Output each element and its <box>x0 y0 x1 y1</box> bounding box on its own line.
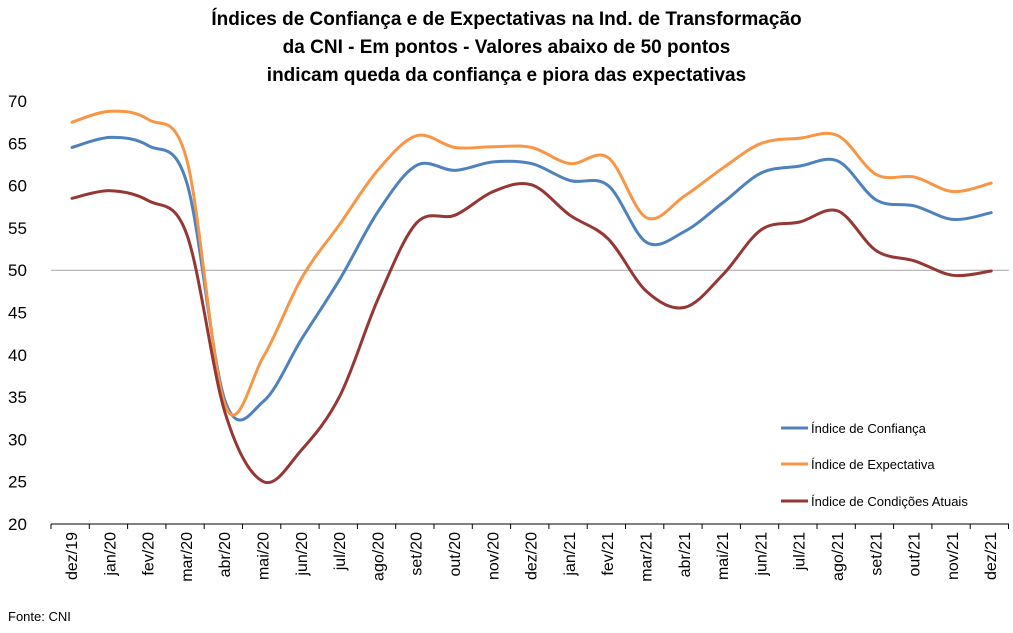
x-axis: dez/19 jan/20 fev/20 mar/20 abr/20 mai/20 jun/… <box>50 524 1009 582</box>
legend: Índice de Confiança Índice de Expectativa… <box>781 421 968 509</box>
x-tick-label: set/20 <box>409 532 426 576</box>
y-tick-label: 60 <box>8 177 27 196</box>
y-tick-label: 20 <box>8 515 27 534</box>
chart-title: Índices de Confiança e de Expectativas n… <box>0 6 1013 90</box>
x-tick-label: out/21 <box>907 532 924 577</box>
x-tick-label: mar/21 <box>639 532 656 582</box>
chart-title-line-1: Índices de Confiança e de Expectativas n… <box>211 9 802 30</box>
x-tick-label: dez/19 <box>64 532 81 580</box>
x-tick-label: abr/21 <box>677 532 694 577</box>
x-tick-label: jun/21 <box>753 532 770 577</box>
series-line-indice-de-condicoes-atuais <box>70 181 993 485</box>
source-note: Fonte: CNI <box>8 609 71 624</box>
y-tick-label: 50 <box>8 261 27 280</box>
y-tick-label: 65 <box>8 134 27 153</box>
y-axis: 20 25 30 35 40 45 50 55 60 65 70 <box>8 92 27 534</box>
legend-label-indice-de-confianca: Índice de Confiança <box>811 421 927 436</box>
chart-title-line-3: indicam queda da confiança e piora das e… <box>266 65 747 86</box>
x-tick-label: out/20 <box>447 532 464 577</box>
y-tick-label: 40 <box>8 346 27 365</box>
x-tick-label: nov/21 <box>945 532 962 580</box>
x-tick-label: jan/20 <box>102 532 119 577</box>
x-tick-label: mai/20 <box>256 532 273 580</box>
legend-label-indice-de-expectativa: Índice de Expectativa <box>811 457 935 472</box>
x-tick-label: nov/20 <box>485 532 502 580</box>
x-tick-label: fev/21 <box>600 532 617 576</box>
y-tick-label: 35 <box>8 388 27 407</box>
x-tick-label: jun/20 <box>294 532 311 577</box>
x-tick-label: jul/20 <box>332 532 349 571</box>
x-tick-label: mar/20 <box>179 532 196 582</box>
chart-title-line-2: da CNI - Em pontos - Valores abaixo de 5… <box>282 37 731 58</box>
x-tick-label: mai/21 <box>715 532 732 580</box>
legend-label-indice-de-condicoes-atuais: Índice de Condições Atuais <box>811 494 968 509</box>
series-line-indice-de-expectativa <box>70 109 993 417</box>
series-line-indice-de-confianca <box>70 135 993 422</box>
x-tick-label: jan/21 <box>562 532 579 577</box>
series-group <box>70 109 993 485</box>
x-tick-label: set/21 <box>868 532 885 576</box>
x-tick-label: dez/20 <box>524 532 541 580</box>
x-tick-label: fev/20 <box>141 532 158 576</box>
y-tick-label: 30 <box>8 430 27 449</box>
y-tick-label: 70 <box>8 92 27 111</box>
x-tick-label: abr/20 <box>217 532 234 577</box>
x-tick-label: ago/21 <box>830 532 847 581</box>
x-tick-label: dez/21 <box>983 532 1000 580</box>
y-tick-label: 55 <box>8 219 27 238</box>
y-tick-label: 45 <box>8 304 27 323</box>
x-tick-label: ago/20 <box>370 532 387 581</box>
x-tick-label: jul/21 <box>792 532 809 571</box>
y-tick-label: 25 <box>8 473 27 492</box>
